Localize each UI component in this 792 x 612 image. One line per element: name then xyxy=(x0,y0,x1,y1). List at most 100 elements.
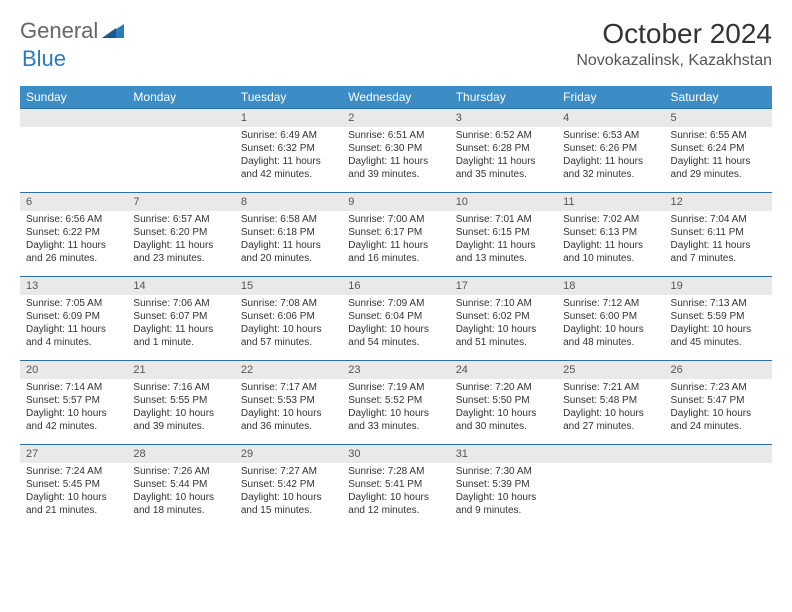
location-label: Novokazalinsk, Kazakhstan xyxy=(576,52,772,70)
day-content: Sunrise: 7:00 AMSunset: 6:17 PMDaylight:… xyxy=(342,211,449,267)
day-content: Sunrise: 6:51 AMSunset: 6:30 PMDaylight:… xyxy=(342,127,449,183)
calendar-cell: 22Sunrise: 7:17 AMSunset: 5:53 PMDayligh… xyxy=(235,361,342,445)
sunset-text: Sunset: 6:13 PM xyxy=(563,226,658,239)
sunset-text: Sunset: 5:57 PM xyxy=(26,394,121,407)
day-number: 21 xyxy=(127,361,234,379)
sunset-text: Sunset: 6:06 PM xyxy=(241,310,336,323)
calendar-cell: 20Sunrise: 7:14 AMSunset: 5:57 PMDayligh… xyxy=(20,361,127,445)
daylight-text: Daylight: 10 hours and 54 minutes. xyxy=(348,323,443,349)
calendar-cell: 1Sunrise: 6:49 AMSunset: 6:32 PMDaylight… xyxy=(235,109,342,193)
daylight-text: Daylight: 11 hours and 13 minutes. xyxy=(456,239,551,265)
day-number: 4 xyxy=(557,109,664,127)
sunset-text: Sunset: 6:17 PM xyxy=(348,226,443,239)
calendar-cell: 8Sunrise: 6:58 AMSunset: 6:18 PMDaylight… xyxy=(235,193,342,277)
calendar-cell: 21Sunrise: 7:16 AMSunset: 5:55 PMDayligh… xyxy=(127,361,234,445)
day-content: Sunrise: 6:49 AMSunset: 6:32 PMDaylight:… xyxy=(235,127,342,183)
sunset-text: Sunset: 6:00 PM xyxy=(563,310,658,323)
sunset-text: Sunset: 6:22 PM xyxy=(26,226,121,239)
calendar-cell: 12Sunrise: 7:04 AMSunset: 6:11 PMDayligh… xyxy=(665,193,772,277)
sunrise-text: Sunrise: 7:12 AM xyxy=(563,297,658,310)
daylight-text: Daylight: 10 hours and 21 minutes. xyxy=(26,491,121,517)
day-header: Wednesday xyxy=(342,86,449,109)
sunset-text: Sunset: 6:07 PM xyxy=(133,310,228,323)
day-content: Sunrise: 7:17 AMSunset: 5:53 PMDaylight:… xyxy=(235,379,342,435)
day-number: 27 xyxy=(20,445,127,463)
day-header-row: Sunday Monday Tuesday Wednesday Thursday… xyxy=(20,86,772,109)
day-number: 3 xyxy=(450,109,557,127)
daylight-text: Daylight: 11 hours and 42 minutes. xyxy=(241,155,336,181)
calendar-cell: 19Sunrise: 7:13 AMSunset: 5:59 PMDayligh… xyxy=(665,277,772,361)
sunrise-text: Sunrise: 7:30 AM xyxy=(456,465,551,478)
day-content: Sunrise: 7:05 AMSunset: 6:09 PMDaylight:… xyxy=(20,295,127,351)
day-content: Sunrise: 6:52 AMSunset: 6:28 PMDaylight:… xyxy=(450,127,557,183)
day-content: Sunrise: 6:56 AMSunset: 6:22 PMDaylight:… xyxy=(20,211,127,267)
sunset-text: Sunset: 5:41 PM xyxy=(348,478,443,491)
daylight-text: Daylight: 10 hours and 57 minutes. xyxy=(241,323,336,349)
calendar-cell: 26Sunrise: 7:23 AMSunset: 5:47 PMDayligh… xyxy=(665,361,772,445)
daylight-text: Daylight: 11 hours and 32 minutes. xyxy=(563,155,658,181)
calendar-cell: 14Sunrise: 7:06 AMSunset: 6:07 PMDayligh… xyxy=(127,277,234,361)
day-number: 1 xyxy=(235,109,342,127)
day-content: Sunrise: 7:08 AMSunset: 6:06 PMDaylight:… xyxy=(235,295,342,351)
day-number xyxy=(20,109,127,127)
sunrise-text: Sunrise: 7:09 AM xyxy=(348,297,443,310)
day-content: Sunrise: 7:26 AMSunset: 5:44 PMDaylight:… xyxy=(127,463,234,519)
day-number: 17 xyxy=(450,277,557,295)
calendar-cell xyxy=(665,445,772,529)
sunset-text: Sunset: 6:28 PM xyxy=(456,142,551,155)
calendar-cell: 5Sunrise: 6:55 AMSunset: 6:24 PMDaylight… xyxy=(665,109,772,193)
sunrise-text: Sunrise: 6:53 AM xyxy=(563,129,658,142)
title-block: October 2024 Novokazalinsk, Kazakhstan xyxy=(576,18,772,70)
sunrise-text: Sunrise: 6:49 AM xyxy=(241,129,336,142)
day-content: Sunrise: 7:23 AMSunset: 5:47 PMDaylight:… xyxy=(665,379,772,435)
calendar-cell: 30Sunrise: 7:28 AMSunset: 5:41 PMDayligh… xyxy=(342,445,449,529)
calendar-cell: 13Sunrise: 7:05 AMSunset: 6:09 PMDayligh… xyxy=(20,277,127,361)
daylight-text: Daylight: 10 hours and 15 minutes. xyxy=(241,491,336,517)
calendar-cell xyxy=(557,445,664,529)
day-content: Sunrise: 7:27 AMSunset: 5:42 PMDaylight:… xyxy=(235,463,342,519)
calendar-cell: 2Sunrise: 6:51 AMSunset: 6:30 PMDaylight… xyxy=(342,109,449,193)
sunset-text: Sunset: 6:09 PM xyxy=(26,310,121,323)
day-number: 6 xyxy=(20,193,127,211)
month-title: October 2024 xyxy=(576,18,772,50)
logo-text-general: General xyxy=(20,18,98,44)
sunset-text: Sunset: 5:52 PM xyxy=(348,394,443,407)
daylight-text: Daylight: 11 hours and 7 minutes. xyxy=(671,239,766,265)
logo-text-blue: Blue xyxy=(22,46,66,72)
sunset-text: Sunset: 6:32 PM xyxy=(241,142,336,155)
sunset-text: Sunset: 5:44 PM xyxy=(133,478,228,491)
sunrise-text: Sunrise: 7:14 AM xyxy=(26,381,121,394)
day-content: Sunrise: 7:20 AMSunset: 5:50 PMDaylight:… xyxy=(450,379,557,435)
sunrise-text: Sunrise: 7:16 AM xyxy=(133,381,228,394)
calendar-cell: 4Sunrise: 6:53 AMSunset: 6:26 PMDaylight… xyxy=(557,109,664,193)
day-header: Tuesday xyxy=(235,86,342,109)
sunset-text: Sunset: 6:18 PM xyxy=(241,226,336,239)
sunrise-text: Sunrise: 7:26 AM xyxy=(133,465,228,478)
day-content: Sunrise: 7:28 AMSunset: 5:41 PMDaylight:… xyxy=(342,463,449,519)
day-content: Sunrise: 7:01 AMSunset: 6:15 PMDaylight:… xyxy=(450,211,557,267)
calendar-cell: 24Sunrise: 7:20 AMSunset: 5:50 PMDayligh… xyxy=(450,361,557,445)
sunrise-text: Sunrise: 7:21 AM xyxy=(563,381,658,394)
day-number: 23 xyxy=(342,361,449,379)
sunset-text: Sunset: 5:45 PM xyxy=(26,478,121,491)
sunset-text: Sunset: 5:39 PM xyxy=(456,478,551,491)
daylight-text: Daylight: 11 hours and 1 minute. xyxy=(133,323,228,349)
sunrise-text: Sunrise: 7:19 AM xyxy=(348,381,443,394)
daylight-text: Daylight: 10 hours and 45 minutes. xyxy=(671,323,766,349)
daylight-text: Daylight: 10 hours and 9 minutes. xyxy=(456,491,551,517)
sunrise-text: Sunrise: 7:04 AM xyxy=(671,213,766,226)
calendar-cell: 9Sunrise: 7:00 AMSunset: 6:17 PMDaylight… xyxy=(342,193,449,277)
day-number: 7 xyxy=(127,193,234,211)
sunset-text: Sunset: 5:53 PM xyxy=(241,394,336,407)
sunrise-text: Sunrise: 6:51 AM xyxy=(348,129,443,142)
sunrise-text: Sunrise: 7:01 AM xyxy=(456,213,551,226)
day-number: 29 xyxy=(235,445,342,463)
calendar-cell: 31Sunrise: 7:30 AMSunset: 5:39 PMDayligh… xyxy=(450,445,557,529)
sunset-text: Sunset: 5:42 PM xyxy=(241,478,336,491)
calendar-cell: 11Sunrise: 7:02 AMSunset: 6:13 PMDayligh… xyxy=(557,193,664,277)
day-content: Sunrise: 7:13 AMSunset: 5:59 PMDaylight:… xyxy=(665,295,772,351)
sunrise-text: Sunrise: 7:02 AM xyxy=(563,213,658,226)
calendar-cell: 25Sunrise: 7:21 AMSunset: 5:48 PMDayligh… xyxy=(557,361,664,445)
day-content: Sunrise: 7:04 AMSunset: 6:11 PMDaylight:… xyxy=(665,211,772,267)
daylight-text: Daylight: 10 hours and 18 minutes. xyxy=(133,491,228,517)
